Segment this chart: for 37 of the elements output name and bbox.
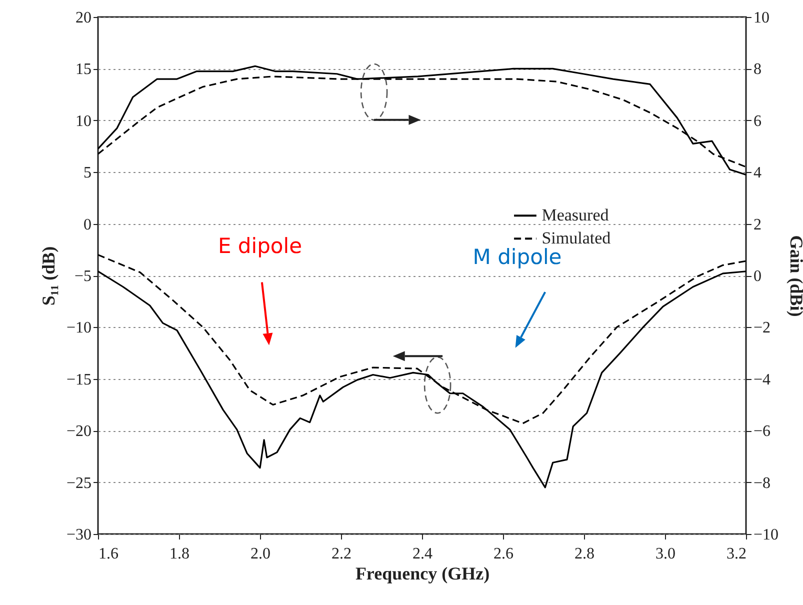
x-tick-label: 2.0	[250, 546, 270, 562]
y2-tick-label: 0	[754, 268, 762, 285]
y-tick-label: 5	[84, 164, 92, 182]
y-tick-label: −30	[66, 526, 92, 544]
y2-tick-label: −10	[754, 526, 779, 544]
y2-tick-label: 4	[754, 164, 762, 182]
y-tick-label: −5	[74, 268, 92, 285]
x-tick-label: 1.8	[170, 546, 190, 562]
x-tick-label: 2.2	[332, 546, 352, 562]
y-tick-label: −20	[66, 423, 92, 440]
y2-tick-label: 2	[754, 216, 762, 234]
y-axis-title: S₁₁ (dB)	[38, 246, 58, 306]
y2-tick-label: 10	[754, 10, 770, 26]
line-series	[98, 65, 746, 176]
y2-tick-label: 8	[754, 61, 762, 78]
y2-tick-label: 6	[754, 112, 762, 130]
y2-tick-label: −6	[754, 423, 771, 440]
y-tick-label: −10	[66, 320, 92, 337]
y-tick-label: −15	[66, 371, 92, 388]
y-tick-label: 15	[76, 61, 92, 78]
y-tick-label: −25	[66, 474, 92, 492]
annotation: E dipole	[218, 234, 302, 258]
y2-tick-label: −8	[754, 474, 771, 492]
y-tick-label: 20	[76, 10, 92, 26]
y2-axis-title: Gain (dBi)	[786, 235, 803, 317]
x-tick-label: 2.4	[412, 546, 432, 562]
x-tick-label: 1.6	[98, 546, 118, 562]
y2-tick-label: −2	[754, 320, 771, 337]
x-axis-title: Frequency (GHz)	[355, 564, 490, 584]
x-tick-label: 3.2	[726, 546, 746, 562]
legend-label: Measured	[542, 206, 610, 225]
y-tick-label: 10	[76, 112, 92, 130]
x-tick-label: 3.0	[656, 546, 676, 562]
x-tick-label: 2.8	[574, 546, 594, 562]
y2-tick-label: −4	[754, 371, 771, 388]
x-tick-label: 2.6	[494, 546, 514, 562]
y-tick-label: 0	[84, 216, 92, 234]
